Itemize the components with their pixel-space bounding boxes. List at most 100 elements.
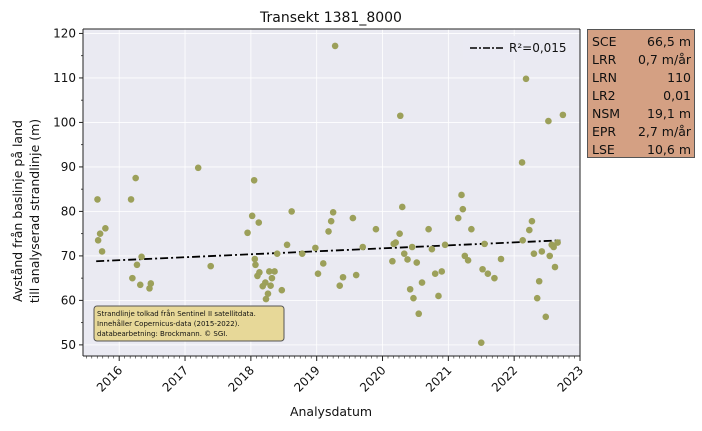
data-point [94,237,102,244]
data-point [415,310,423,318]
data-point [133,261,141,269]
annotation-box [93,305,285,342]
data-point [392,239,399,246]
stat-key: LRR [592,52,617,67]
data-point [398,203,406,211]
data-point [538,248,546,255]
data-point [545,117,552,125]
stat-key: LSE [592,142,615,157]
stat-value: 66,5 m [647,34,691,49]
data-point [425,225,432,233]
annotation-line-2: Innehåller Copernicus-data (2015-2022). [97,319,240,328]
y-tick-label: 100 [53,115,76,129]
x-tick-label: 2018 [225,363,256,394]
data-point [255,219,263,226]
stat-row: LR2 0,01 [592,87,694,105]
data-point [554,239,561,246]
y-tick-label: 110 [53,71,76,85]
data-point [522,75,530,83]
x-tick-label: 2023 [555,363,586,394]
y-tick-label: 70 [61,249,76,263]
data-point [359,243,367,251]
annotation-line-1: Strandlinje tolkad från Sentinel II sate… [97,309,256,318]
stat-key: LR2 [592,88,616,103]
data-point [431,270,439,277]
data-point [271,268,278,275]
stat-row: SCE 66,5 m [592,33,694,51]
data-point [464,257,472,264]
data-point [530,250,538,257]
data-point [418,279,426,286]
data-point [477,339,485,346]
data-point [413,259,421,266]
data-point [400,250,408,257]
legend-box [463,36,575,60]
stat-value: 0,7 m/år [637,52,691,67]
data-point [428,245,436,253]
stat-key: NSM [592,106,621,121]
y-axis-label-line1: Avstånd från baslinje på land [10,120,25,302]
data-point [132,174,139,182]
data-point [559,111,567,119]
data-point [288,208,295,215]
data-point [127,196,135,203]
data-point [484,270,492,277]
data-point [265,268,273,275]
data-point [319,260,327,267]
annotation: Strandlinje tolkad från Sentinel II sate… [93,305,285,342]
x-tick-label: 2016 [94,363,125,394]
data-point [526,226,533,234]
data-point [519,237,527,244]
data-point [244,229,251,237]
data-point [96,230,104,237]
y-tick-label: 80 [61,204,76,218]
chart-title: Transekt 1381_8000 [259,10,402,26]
data-point [298,250,306,257]
x-tick-label: 2017 [160,363,191,394]
stat-row: EPR 2,7 m/år [592,123,694,141]
data-point [264,290,272,298]
data-point [94,196,101,203]
stat-value: 10,6 m [647,142,691,157]
stat-value: 19,1 m [647,106,691,121]
data-point [551,263,559,271]
data-point [479,265,486,273]
data-point [481,240,488,248]
data-point [207,262,215,270]
x-axis-label: Analysdatum [290,404,372,419]
data-point [251,255,259,263]
stat-value: 110 [667,70,691,85]
data-point [336,282,344,290]
stats-box: SCE 66,5 m LRR 0,7 m/år LRN 110 LR2 0,01… [587,29,695,158]
data-point [441,241,449,249]
data-point [339,273,347,281]
annotation-line-3: databearbetning: Brockmann. © SGI. [97,330,228,338]
data-point [325,228,332,235]
data-point [129,274,136,282]
data-point [459,205,467,213]
y-tick-label: 90 [61,160,76,174]
data-point [406,285,414,293]
data-point [147,280,155,287]
data-point [468,225,475,233]
data-point [458,191,465,199]
data-point [262,279,269,286]
data-point [352,271,360,279]
data-point [252,261,259,269]
x-tick-label: 2019 [291,363,322,394]
data-point [542,313,550,321]
data-point [546,252,554,260]
data-point [138,253,145,261]
data-point [438,268,446,275]
data-point [329,208,337,216]
data-point [454,214,462,222]
data-point [273,250,281,257]
legend: R²=0,015 [463,36,575,60]
x-tick-label: 2022 [489,363,520,394]
data-point [408,243,416,251]
data-point [533,294,541,302]
y-axis-label-line2: till analyserad strandlinje (m) [27,119,42,303]
y-tick-label: 120 [53,26,76,40]
data-point [248,212,256,220]
